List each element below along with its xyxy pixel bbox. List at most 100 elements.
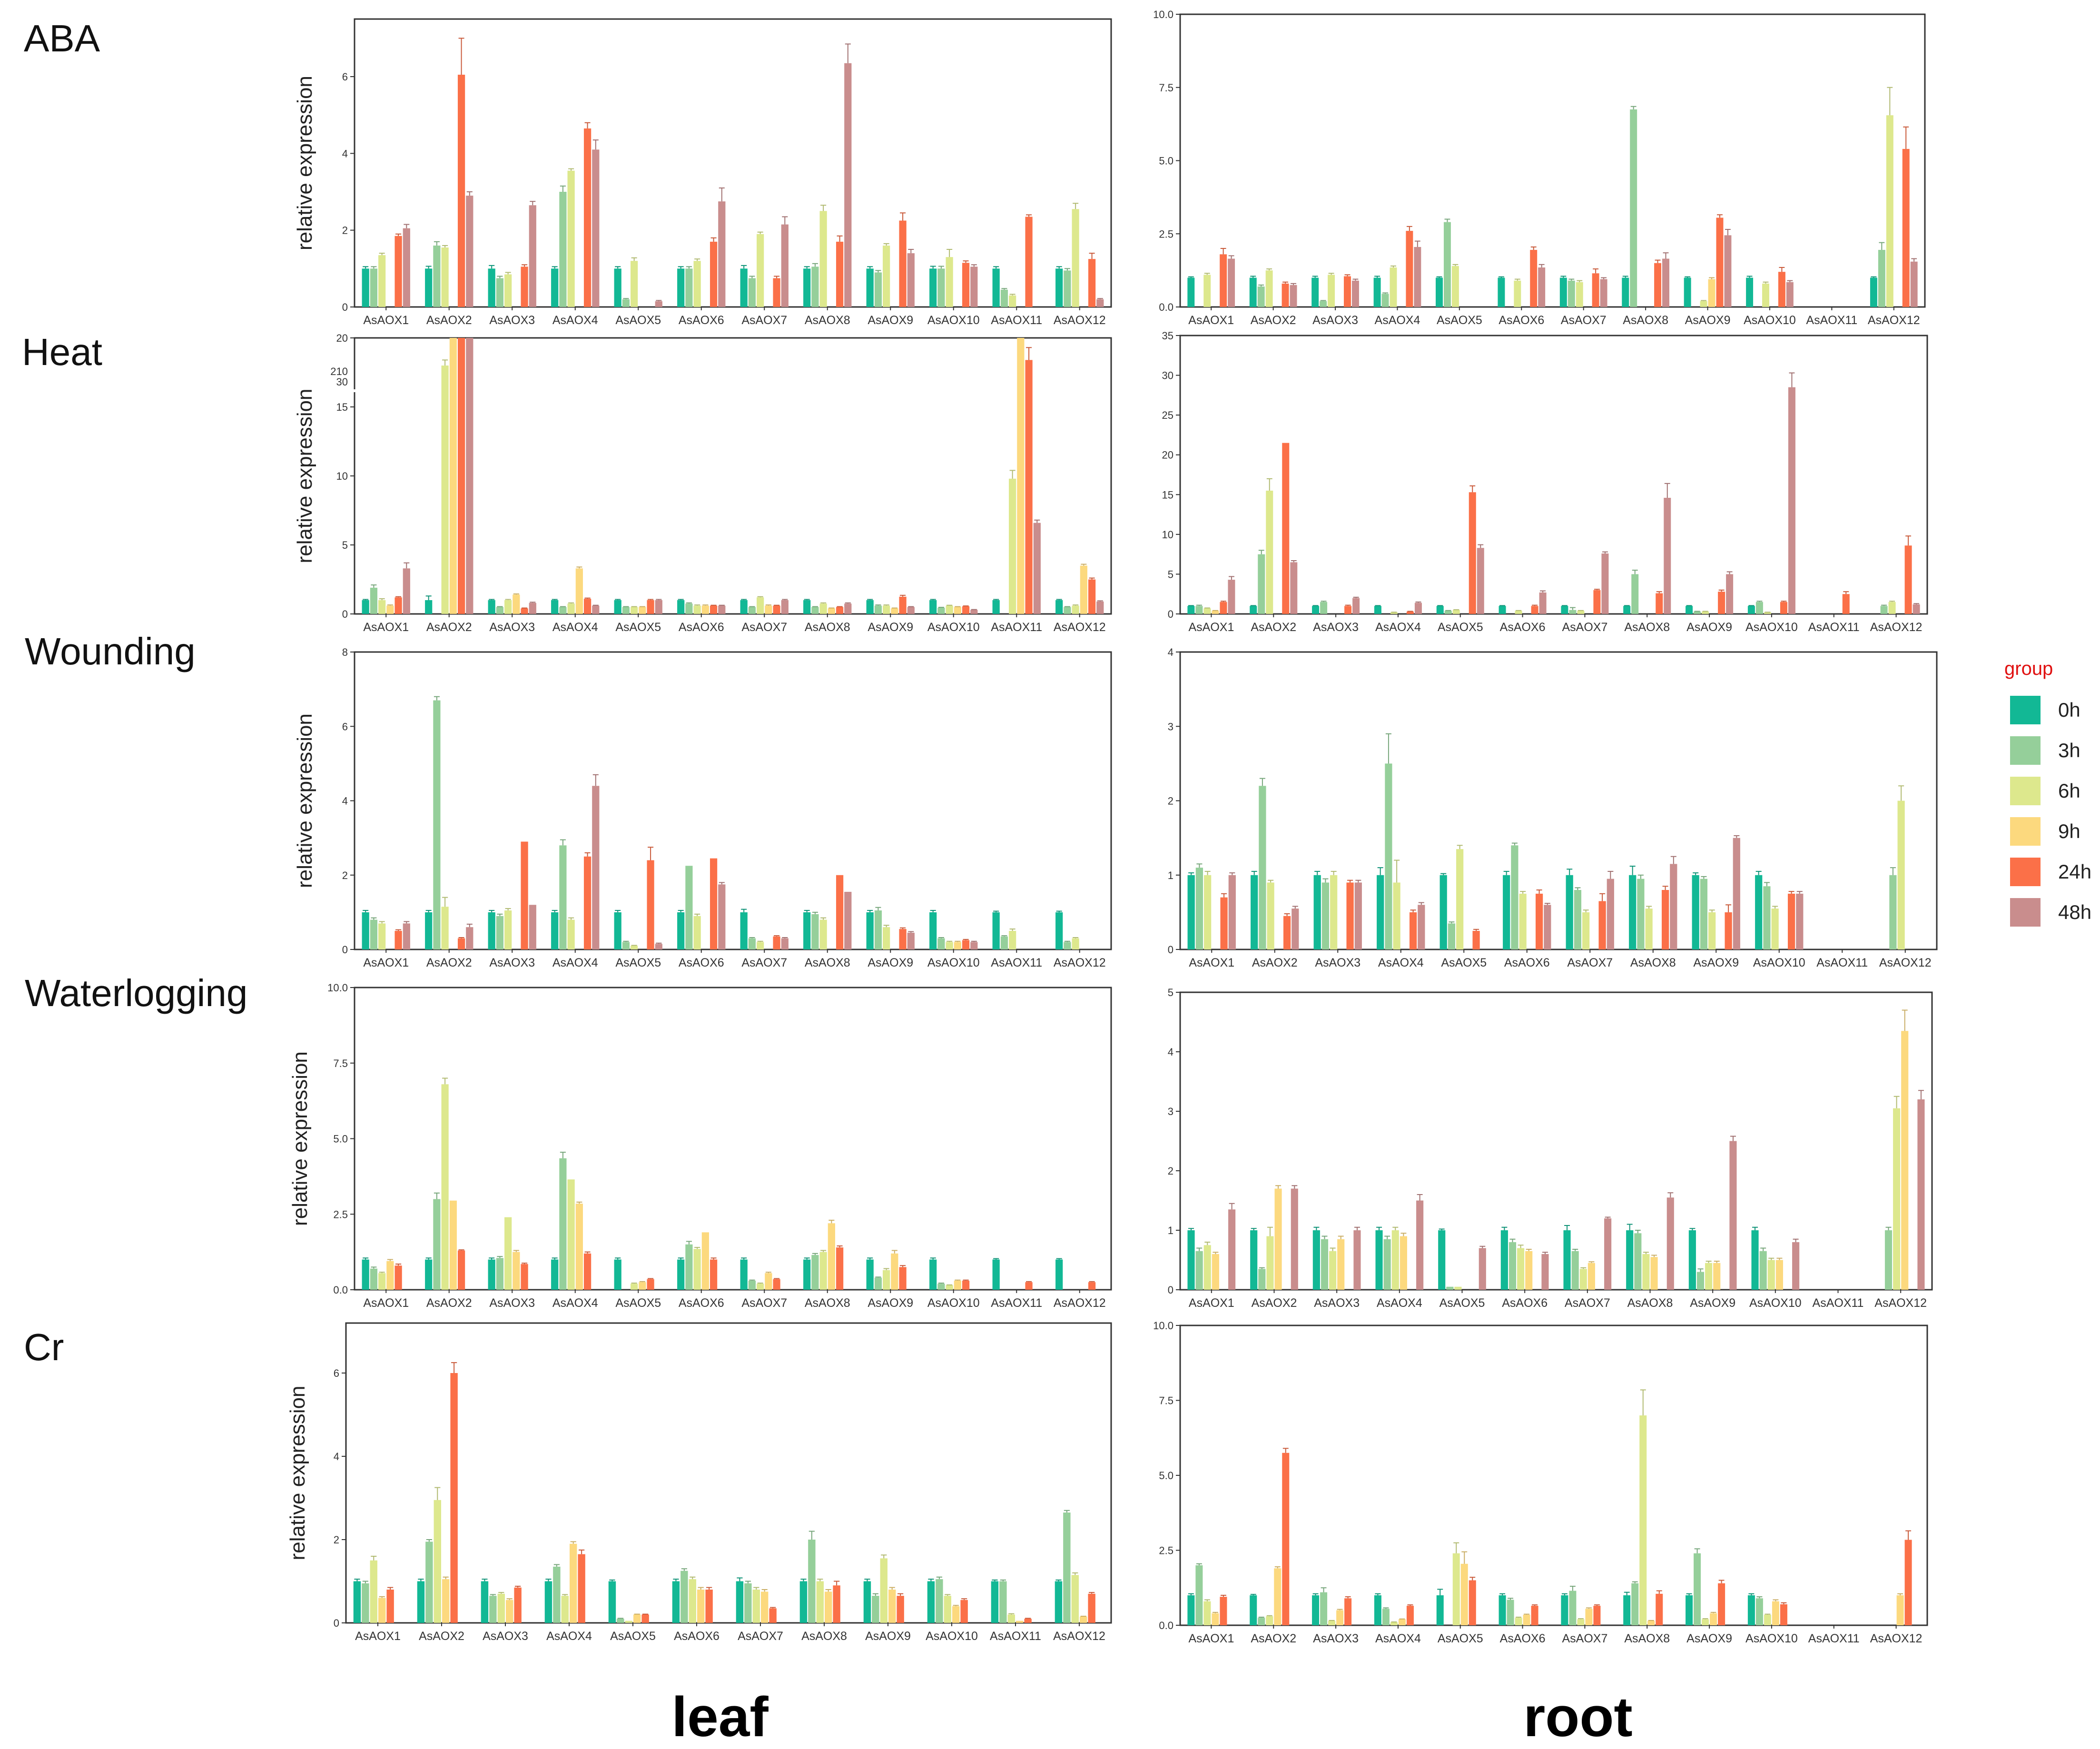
bar-asaox2-24h: [1282, 443, 1290, 614]
bar-asaox6-24h: [710, 241, 718, 307]
bar-asaox11-0h: [992, 912, 1000, 949]
bar-asaox9-3h: [1694, 611, 1701, 614]
bar-asaox3-0h: [1312, 1595, 1320, 1625]
bar-asaox1-0h: [1187, 277, 1195, 307]
y-tick-label: 0.0: [1159, 301, 1173, 313]
bar-asaox10-0h: [929, 1259, 937, 1290]
bar-asaox8-3h: [811, 1255, 819, 1290]
bar-asaox8-24h: [1656, 1593, 1663, 1625]
bar-asaox3-6h: [497, 1593, 505, 1623]
bar-asaox12-6h: [1072, 938, 1079, 949]
bar-asaox8-0h: [1626, 1230, 1634, 1290]
bar-asaox10-6h: [946, 257, 953, 307]
bar-asaox2-6h: [1265, 270, 1273, 307]
x-category-label: AsAOX8: [805, 314, 850, 327]
y-axis-label: relative expression: [293, 389, 316, 563]
bar-asaox3-6h: [504, 274, 512, 307]
bar-asaox1-3h: [370, 1268, 378, 1290]
bar-asaox10-6h: [1762, 283, 1769, 307]
bar-asaox5-3h: [622, 607, 630, 614]
bar-asaox2-3h: [1258, 554, 1265, 614]
bar-asaox11-9h: [1016, 1621, 1024, 1623]
bar-asaox1-0h: [362, 912, 369, 949]
bar-asaox9-24h: [1718, 592, 1725, 614]
bar-asaox6-0h: [1498, 277, 1505, 307]
bar-asaox11-0h: [992, 1259, 1000, 1290]
bar-asaox7-0h: [1566, 875, 1573, 949]
panel-frame: [354, 337, 1112, 615]
x-category-label: AsAOX5: [615, 1296, 661, 1310]
bar-asaox8-6h: [819, 919, 827, 949]
bar-asaox3-3h: [1320, 1592, 1328, 1625]
bar-asaox5-0h: [614, 912, 621, 949]
bar-asaox8-48h: [844, 891, 852, 949]
x-category-label: AsAOX2: [426, 956, 472, 969]
condition-label-waterlogging: Waterlogging: [25, 972, 247, 1014]
x-category-label: AsAOX4: [1377, 1296, 1422, 1310]
panel-frame: [354, 987, 1112, 1291]
bar-asaox7-3h: [1569, 1591, 1577, 1625]
x-category-label: AsAOX8: [1624, 621, 1670, 634]
bar-asaox8-0h: [803, 268, 811, 307]
bar-asaox8-0h: [799, 1581, 808, 1623]
y-tick-label: 0: [342, 944, 348, 956]
legend-swatch-0h: [2010, 696, 2041, 724]
bar-asaox1-24h: [394, 1265, 402, 1290]
bar-asaox7-48h: [1607, 879, 1614, 949]
bar-asaox12-3h: [1064, 607, 1071, 614]
bar-asaox8-3h: [1630, 109, 1637, 307]
x-category-label: AsAOX3: [483, 1630, 528, 1643]
bar-asaox1-0h: [1187, 875, 1195, 949]
bar-asaox9-24h: [899, 929, 907, 949]
x-category-label: AsAOX11: [991, 621, 1042, 634]
y-tick-label: 6: [342, 721, 348, 732]
bar-asaox9-6h: [1705, 1263, 1713, 1290]
bar-asaox6-3h: [685, 866, 693, 949]
bar-asaox4-0h: [1374, 606, 1381, 614]
y-tick-label: 0: [1168, 1284, 1173, 1296]
bar-asaox12-6h: [1886, 115, 1893, 307]
x-category-label: AsAOX12: [1870, 621, 1923, 634]
bar-asaox8-0h: [1629, 875, 1637, 949]
bar-asaox6-6h: [693, 261, 701, 307]
bar-asaox4-6h: [1390, 1622, 1398, 1625]
bar-asaox9-0h: [863, 1581, 871, 1623]
x-category-label: AsAOX8: [805, 621, 850, 634]
bar-asaox8-3h: [1631, 574, 1639, 614]
bar-asaox9-48h: [1733, 838, 1740, 949]
x-category-label: AsAOX10: [927, 621, 980, 634]
bar-asaox7-6h: [757, 942, 764, 949]
bar-asaox9-3h: [1700, 879, 1708, 949]
bar-asaox1-24h: [1220, 602, 1227, 614]
x-category-label: AsAOX6: [679, 314, 724, 327]
bar-asaox10-6h: [946, 942, 953, 949]
bar-asaox8-3h: [811, 607, 819, 614]
x-category-label: AsAOX10: [1744, 314, 1796, 327]
bar-asaox2-0h: [425, 268, 433, 307]
y-tick-label: 0: [334, 1617, 339, 1629]
x-category-label: AsAOX10: [927, 1296, 980, 1310]
bar-asaox4-0h: [1374, 1595, 1381, 1625]
y-tick-label: 5: [342, 539, 348, 551]
bar-asaox2-6h: [441, 366, 449, 614]
bar-asaox2-9h: [1274, 1188, 1282, 1290]
bar-asaox10-0h: [929, 268, 937, 307]
y-tick-label: 5: [1168, 987, 1173, 998]
bar-asaox3-24h: [1344, 1598, 1352, 1625]
bar-asaox11-48h: [1033, 523, 1041, 614]
bar-asaox10-9h: [1772, 1601, 1779, 1625]
bar-asaox7-24h: [1593, 590, 1601, 614]
bar-asaox7-3h: [744, 1583, 752, 1623]
x-category-label: AsAOX2: [1252, 956, 1298, 969]
bar-asaox7-48h: [781, 600, 789, 614]
bar-asaox10-24h: [1780, 1604, 1787, 1625]
bar-asaox2-3h: [1258, 1618, 1265, 1625]
bar-asaox9-0h: [1684, 277, 1691, 307]
bar-asaox9-0h: [1692, 875, 1699, 949]
bar-asaox4-0h: [1373, 277, 1381, 307]
bar-asaox8-24h: [836, 607, 844, 614]
bar-asaox9-24h: [899, 220, 907, 307]
bar-asaox9-3h: [874, 1277, 882, 1290]
bar-asaox8-9h: [825, 1591, 832, 1623]
bar-asaox2-24h: [1282, 1453, 1290, 1625]
